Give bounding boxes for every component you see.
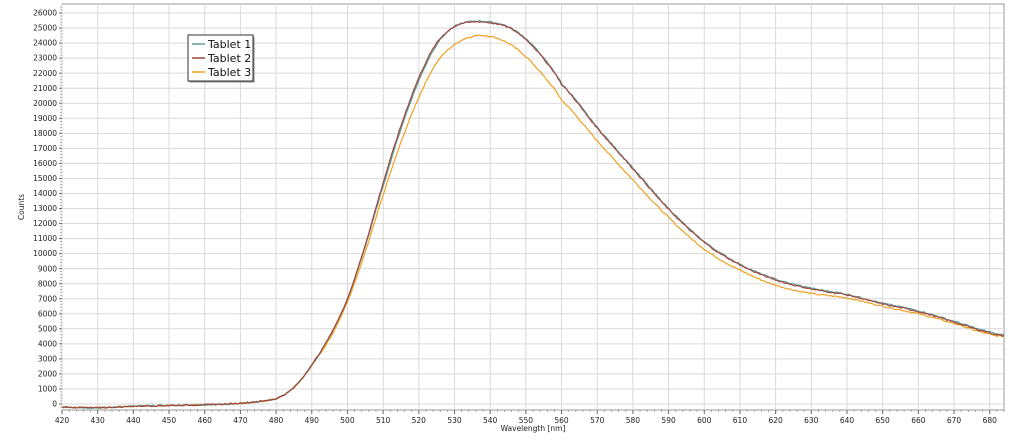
y-tick-label: 1000 <box>38 385 57 394</box>
series-lines <box>61 19 1005 409</box>
y-tick-label: 11000 <box>33 234 57 243</box>
y-tick-label: 22000 <box>33 69 57 78</box>
x-tick-label: 540 <box>483 416 498 425</box>
y-tick-label: 8000 <box>38 279 57 288</box>
y-tick-label: 19000 <box>33 114 57 123</box>
legend-label: Tablet 3 <box>207 66 251 79</box>
x-axis-title: Wavelength [nm] <box>501 424 566 433</box>
series-line-tablet-2 <box>61 21 1005 409</box>
x-tick-label: 510 <box>376 416 391 425</box>
x-tick-label: 460 <box>198 416 213 425</box>
y-axis-title: Counts <box>17 194 26 220</box>
y-tick-label: 4000 <box>38 339 57 348</box>
y-tick-label: 0 <box>52 400 57 409</box>
x-tick-label: 550 <box>519 416 534 425</box>
y-tick-label: 14000 <box>33 189 57 198</box>
x-tick-label: 530 <box>447 416 462 425</box>
x-tick-label: 680 <box>983 416 998 425</box>
x-tick-label: 630 <box>804 416 819 425</box>
x-tick-label: 660 <box>911 416 926 425</box>
y-tick-label: 26000 <box>33 9 57 18</box>
y-tick-label: 21000 <box>33 84 57 93</box>
y-tick-label: 5000 <box>38 324 57 333</box>
x-tick-label: 470 <box>233 416 248 425</box>
y-tick-label: 6000 <box>38 309 57 318</box>
x-tick-label: 450 <box>162 416 177 425</box>
y-tick-label: 25000 <box>33 24 57 33</box>
x-tick-label: 640 <box>840 416 855 425</box>
legend-label: Tablet 2 <box>207 52 251 65</box>
y-tick-label: 24000 <box>33 39 57 48</box>
x-tick-label: 500 <box>340 416 355 425</box>
y-tick-label: 15000 <box>33 174 57 183</box>
y-tick-label: 7000 <box>38 294 57 303</box>
y-tick-label: 16000 <box>33 159 57 168</box>
y-tick-label: 23000 <box>33 54 57 63</box>
y-tick-label: 17000 <box>33 144 57 153</box>
x-tick-label: 590 <box>661 416 676 425</box>
x-tick-label: 420 <box>55 416 70 425</box>
x-tick-label: 520 <box>412 416 427 425</box>
x-tick-label: 600 <box>697 416 712 425</box>
y-tick-label: 10000 <box>33 249 57 258</box>
y-tick-label: 18000 <box>33 129 57 138</box>
x-tick-label: 430 <box>91 416 106 425</box>
x-tick-label: 670 <box>947 416 962 425</box>
x-tick-label: 610 <box>733 416 748 425</box>
x-tick-label: 490 <box>305 416 320 425</box>
y-tick-label: 20000 <box>33 99 57 108</box>
x-tick-label: 560 <box>554 416 569 425</box>
x-tick-label: 650 <box>876 416 891 425</box>
y-tick-label: 9000 <box>38 264 57 273</box>
y-tick-label: 2000 <box>38 370 57 379</box>
legend-label: Tablet 1 <box>207 38 251 51</box>
x-tick-label: 580 <box>626 416 641 425</box>
y-tick-label: 12000 <box>33 219 57 228</box>
x-tick-label: 570 <box>590 416 605 425</box>
x-tick-label: 480 <box>269 416 284 425</box>
x-tick-label: 620 <box>768 416 783 425</box>
y-tick-label: 3000 <box>38 354 57 363</box>
axes: 420 430 440 450 460 470 480 490 500 510 520 530 540 5… <box>33 6 1005 425</box>
x-tick-label: 440 <box>126 416 141 425</box>
y-tick-label: 13000 <box>33 204 57 213</box>
